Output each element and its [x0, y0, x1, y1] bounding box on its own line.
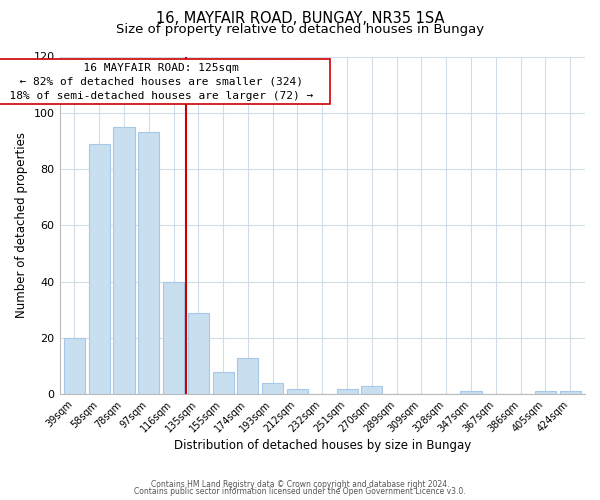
- Bar: [287, 388, 308, 394]
- Bar: [64, 338, 85, 394]
- Bar: [262, 383, 283, 394]
- Text: Size of property relative to detached houses in Bungay: Size of property relative to detached ho…: [116, 22, 484, 36]
- Bar: [163, 282, 184, 394]
- X-axis label: Distribution of detached houses by size in Bungay: Distribution of detached houses by size …: [173, 440, 471, 452]
- Bar: [337, 388, 358, 394]
- Bar: [535, 392, 556, 394]
- Y-axis label: Number of detached properties: Number of detached properties: [15, 132, 28, 318]
- Bar: [113, 127, 134, 394]
- Bar: [89, 144, 110, 394]
- Bar: [138, 132, 160, 394]
- Bar: [238, 358, 259, 394]
- Bar: [560, 392, 581, 394]
- Text: Contains public sector information licensed under the Open Government Licence v3: Contains public sector information licen…: [134, 487, 466, 496]
- Text: 16, MAYFAIR ROAD, BUNGAY, NR35 1SA: 16, MAYFAIR ROAD, BUNGAY, NR35 1SA: [156, 11, 444, 26]
- Bar: [212, 372, 233, 394]
- Text: Contains HM Land Registry data © Crown copyright and database right 2024.: Contains HM Land Registry data © Crown c…: [151, 480, 449, 489]
- Bar: [188, 312, 209, 394]
- Text: 16 MAYFAIR ROAD: 125sqm  
  ← 82% of detached houses are smaller (324)  
  18% o: 16 MAYFAIR ROAD: 125sqm ← 82% of detache…: [0, 63, 326, 101]
- Bar: [361, 386, 382, 394]
- Bar: [460, 392, 482, 394]
